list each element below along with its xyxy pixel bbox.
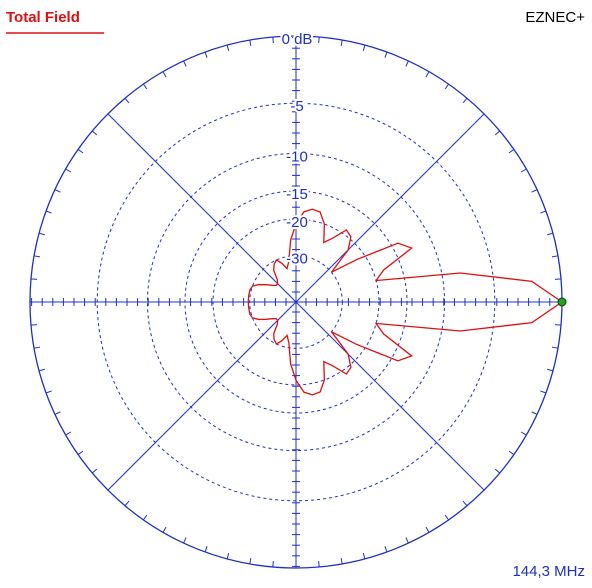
chart-title: Total Field: [6, 9, 80, 26]
outer-tick: [462, 97, 468, 104]
ring-label: -20: [286, 214, 308, 231]
outer-tick: [318, 36, 320, 44]
outer-tick: [226, 44, 230, 51]
ring-label: -10: [286, 148, 308, 165]
outer-tick: [33, 255, 41, 258]
grid-ring: [96, 102, 496, 502]
grid: [29, 35, 563, 569]
max-marker: [557, 297, 567, 307]
outer-tick: [143, 83, 148, 90]
outer-tick: [540, 210, 547, 214]
outer-tick: [65, 168, 72, 173]
outer-tick: [33, 346, 41, 349]
outer-tick: [362, 553, 366, 560]
outer-tick: [551, 346, 559, 349]
outer-tick: [340, 39, 343, 47]
outer-tick: [551, 255, 559, 258]
outer-tick: [54, 411, 61, 415]
outer-tick: [204, 51, 208, 58]
frequency: 144,3 MHz: [512, 563, 585, 580]
grid-ring: [249, 255, 343, 349]
outer-tick: [91, 468, 98, 474]
outer-tick: [508, 149, 515, 154]
outer-tick: [554, 278, 562, 280]
outer-tick: [91, 130, 98, 136]
outer-tick: [405, 60, 409, 67]
outer-tick: [547, 232, 554, 236]
radial-line: [107, 113, 485, 491]
outer-tick: [384, 546, 388, 553]
outer-tick: [249, 39, 252, 47]
outer-tick: [520, 168, 527, 173]
outer-tick: [340, 557, 343, 565]
outer-tick: [508, 450, 515, 455]
outer-tick: [183, 60, 187, 67]
outer-tick: [65, 431, 72, 436]
outer-tick: [540, 390, 547, 394]
grid-ring: [184, 190, 408, 414]
outer-tick: [162, 526, 167, 533]
outer-tick: [547, 368, 554, 372]
outer-tick: [124, 97, 130, 104]
grid-ring: [212, 218, 380, 386]
outer-tick: [272, 560, 274, 568]
plot: [247, 208, 567, 396]
outer-tick: [531, 411, 538, 415]
outer-tick: [143, 514, 148, 521]
outer-tick: [162, 71, 167, 78]
ring-label: -5: [290, 98, 303, 115]
outer-tick: [494, 130, 501, 136]
ring-labels: 0 dB -5 -10 -15 -20 -30: [280, 29, 315, 270]
outer-tick: [204, 546, 208, 553]
outer-tick: [520, 431, 527, 436]
ring-label: 0 dB: [282, 31, 313, 48]
outer-tick: [462, 500, 468, 507]
outer-tick: [444, 83, 449, 90]
outer-tick: [77, 149, 84, 154]
outer-tick: [554, 324, 562, 326]
outer-tick: [38, 368, 45, 372]
brand: EZNEC+: [525, 9, 585, 26]
outer-tick: [30, 324, 38, 326]
pattern-line: [247, 208, 564, 396]
outer-tick: [124, 500, 130, 507]
outer-tick: [30, 278, 38, 280]
outer-tick: [77, 450, 84, 455]
outer-tick: [183, 537, 187, 544]
outer-tick: [54, 189, 61, 193]
outer-tick: [425, 526, 430, 533]
outer-tick: [531, 189, 538, 193]
outer-tick: [444, 514, 449, 521]
outer-tick: [226, 553, 230, 560]
outer-tick: [45, 210, 52, 214]
grid-ring: [146, 152, 446, 452]
outer-tick: [249, 557, 252, 565]
outer-tick: [45, 390, 52, 394]
outer-tick: [38, 232, 45, 236]
outer-tick: [362, 44, 366, 51]
outer-tick: [405, 537, 409, 544]
outer-tick: [384, 51, 388, 58]
outer-tick: [425, 71, 430, 78]
ring-label: -15: [286, 186, 308, 203]
outer-tick: [318, 560, 320, 568]
outer-tick: [494, 468, 501, 474]
ring-label: -30: [286, 251, 308, 268]
outer-tick: [272, 36, 274, 44]
